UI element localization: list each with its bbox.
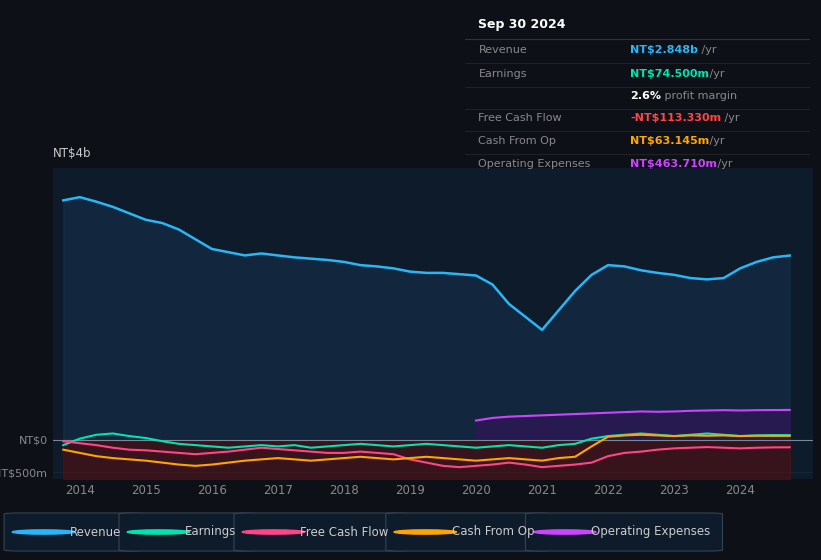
FancyBboxPatch shape: [386, 513, 550, 551]
Text: 2.6%: 2.6%: [631, 91, 661, 101]
Text: Free Cash Flow: Free Cash Flow: [300, 525, 388, 539]
Text: NT$2.848b: NT$2.848b: [631, 45, 698, 55]
FancyBboxPatch shape: [119, 513, 259, 551]
Text: /yr: /yr: [706, 136, 725, 146]
FancyBboxPatch shape: [234, 513, 410, 551]
Text: Operating Expenses: Operating Expenses: [591, 525, 710, 539]
Text: /yr: /yr: [713, 158, 732, 169]
Text: Earnings: Earnings: [479, 69, 527, 80]
Text: profit margin: profit margin: [661, 91, 736, 101]
Text: Cash From Op: Cash From Op: [452, 525, 534, 539]
Text: Revenue: Revenue: [70, 525, 122, 539]
Text: -NT$113.330m: -NT$113.330m: [631, 113, 722, 123]
Circle shape: [242, 530, 305, 534]
Circle shape: [12, 530, 75, 534]
Text: /yr: /yr: [706, 69, 725, 80]
Text: NT$63.145m: NT$63.145m: [631, 136, 709, 146]
Circle shape: [127, 530, 190, 534]
Text: NT$74.500m: NT$74.500m: [631, 69, 709, 80]
Text: Revenue: Revenue: [479, 45, 527, 55]
Text: NT$463.710m: NT$463.710m: [631, 158, 718, 169]
Circle shape: [394, 530, 456, 534]
Text: Sep 30 2024: Sep 30 2024: [479, 17, 566, 31]
Text: /yr: /yr: [699, 45, 717, 55]
Text: Free Cash Flow: Free Cash Flow: [479, 113, 562, 123]
Text: NT$4b: NT$4b: [53, 147, 92, 160]
Text: Earnings: Earnings: [185, 525, 236, 539]
Text: Operating Expenses: Operating Expenses: [479, 158, 591, 169]
FancyBboxPatch shape: [4, 513, 144, 551]
Circle shape: [534, 530, 596, 534]
Text: /yr: /yr: [721, 113, 740, 123]
Text: Cash From Op: Cash From Op: [479, 136, 557, 146]
FancyBboxPatch shape: [525, 513, 722, 551]
